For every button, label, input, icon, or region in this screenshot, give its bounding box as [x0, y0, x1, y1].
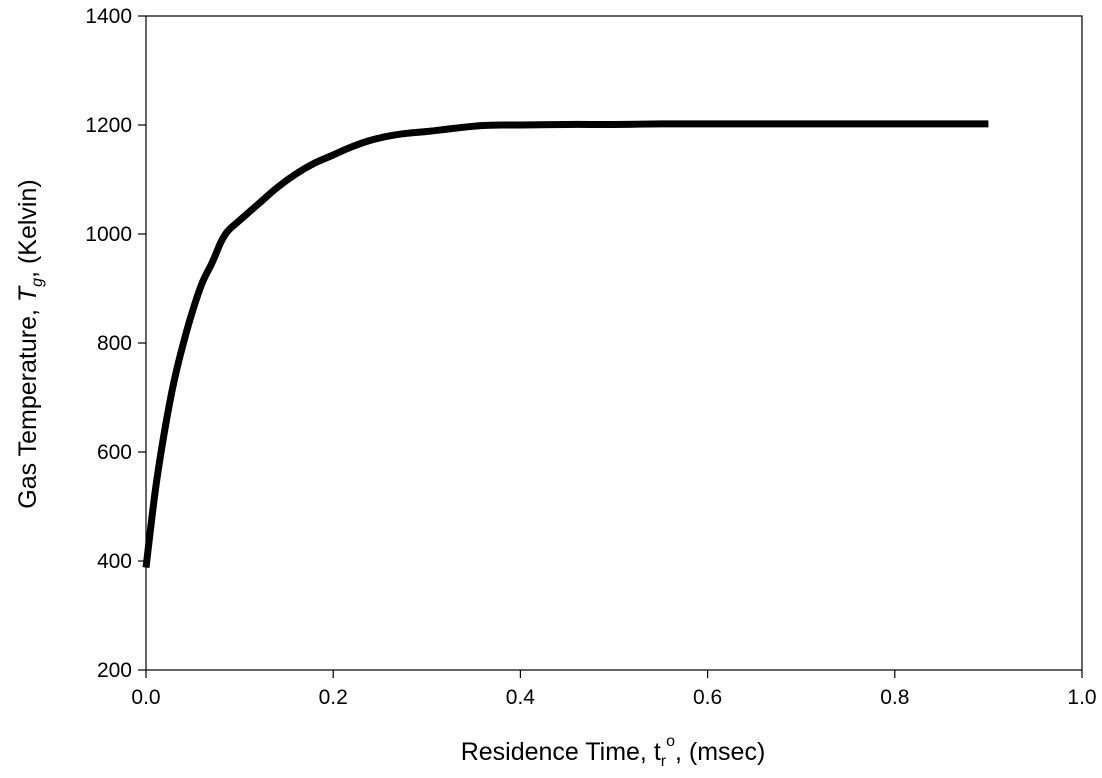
- y-axis-title: Gas Temperature, Tg, (Kelvin): [14, 179, 46, 508]
- y-tick-label: 800: [97, 332, 132, 355]
- series-group: [142, 120, 989, 568]
- x-tick-label: 0.4: [506, 686, 536, 709]
- y-tick-label: 1000: [85, 223, 132, 246]
- x-tick-label: 1.0: [1067, 686, 1096, 709]
- series-line-0: [142, 120, 989, 568]
- x-tick-label: 0.8: [880, 686, 909, 709]
- x-tick-label: 0.0: [131, 686, 160, 709]
- axes: [145, 15, 1083, 671]
- x-tick-label: 0.2: [319, 686, 348, 709]
- y-tick-label: 600: [97, 441, 132, 464]
- y-tick-label: 1200: [85, 114, 132, 137]
- y-tick-label: 1400: [85, 5, 132, 28]
- ticks: 0.0 0.2 0.4 0.6 0.8 1.0 200 400 600 800 1000 1200 14…: [85, 5, 1096, 709]
- x-axis-title: Residence Time, tro, (msec): [461, 733, 766, 770]
- x-tick-label: 0.6: [693, 686, 722, 709]
- y-tick-label: 400: [97, 550, 132, 573]
- plot-frame: [145, 15, 1083, 671]
- y-tick-label: 200: [97, 659, 132, 682]
